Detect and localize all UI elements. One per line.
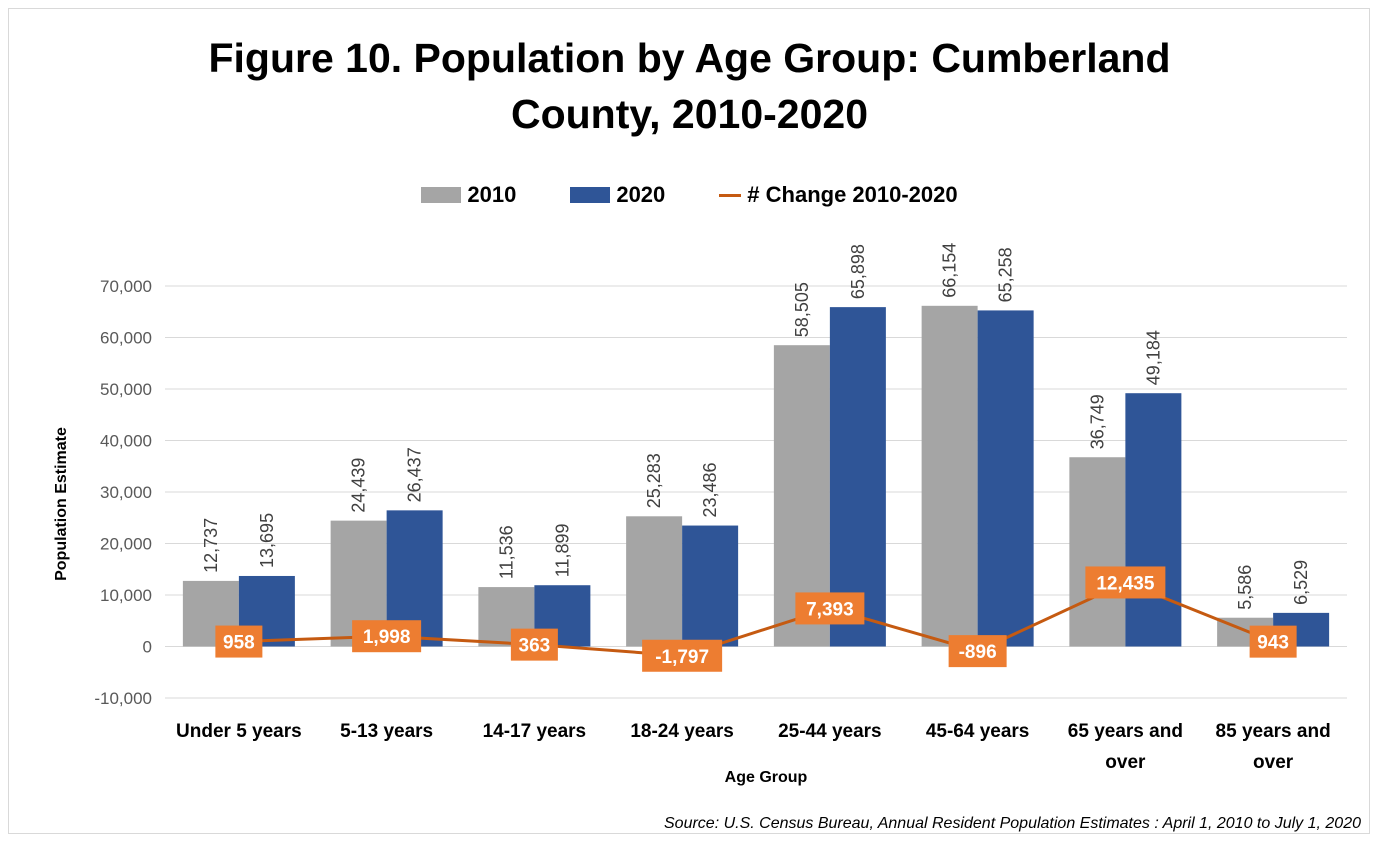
change-label: 7,393 [806, 599, 854, 620]
x-tick-label: 5-13 years [340, 721, 433, 742]
change-label-box [1249, 625, 1297, 658]
data-label-2010: 25,283 [644, 453, 664, 508]
y-tick-label: 50,000 [100, 380, 152, 399]
y-tick-label: 70,000 [100, 277, 152, 296]
change-label-box [795, 592, 865, 625]
bar-2010 [626, 516, 683, 647]
x-tick-label: 85 years and [1216, 721, 1331, 742]
bar-2020 [1125, 393, 1182, 647]
change-label-box [1085, 566, 1166, 599]
data-label-2010: 11,536 [496, 525, 516, 579]
legend-label-2010: 2010 [467, 182, 517, 207]
change-label-box [510, 628, 558, 661]
x-tick-label: Under 5 years [176, 721, 302, 742]
change-label-box [642, 639, 723, 672]
y-tick-label: 10,000 [100, 586, 152, 605]
y-tick-label: 0 [143, 638, 152, 657]
change-label-box [352, 620, 422, 653]
legend-label-change: # Change 2010-2020 [747, 182, 958, 207]
data-label-2020: 11,899 [552, 524, 572, 578]
legend-item-2010: 2010 [421, 182, 516, 208]
chart-title-line-2: County, 2010-2020 [510, 91, 868, 137]
data-label-2020: 6,529 [1291, 560, 1311, 605]
data-label-2010: 5,586 [1235, 565, 1255, 610]
data-label-2010: 66,154 [940, 243, 960, 298]
y-tick-label: -10,000 [94, 689, 152, 708]
change-label: 943 [1257, 633, 1289, 654]
x-tick-label: 18-24 years [630, 721, 734, 742]
legend-item-2020: 2020 [570, 182, 665, 208]
data-label-2020: 65,258 [996, 247, 1016, 302]
legend: 2010 2020 # Change 2010-2020 [0, 180, 1379, 210]
y-tick-label: 60,000 [100, 329, 152, 348]
x-tick-label: 25-44 years [778, 721, 882, 742]
bar-2020 [977, 310, 1034, 647]
legend-swatch-2010 [421, 187, 462, 203]
bar-2020 [829, 307, 886, 647]
change-label: 363 [519, 636, 551, 657]
x-tick-label: 45-64 years [926, 721, 1030, 742]
chart-title: Figure 10. Population by Age Group: Cumb… [0, 30, 1379, 142]
change-label: -1,797 [655, 647, 709, 668]
bar-2010 [921, 305, 978, 647]
x-tick-label: 14-17 years [483, 721, 587, 742]
change-label: 12,435 [1096, 573, 1155, 594]
change-label-box [948, 635, 1007, 668]
data-label-2010: 12,737 [201, 518, 221, 573]
source-note: Source: U.S. Census Bureau, Annual Resid… [664, 815, 1361, 832]
data-label-2020: 26,437 [405, 447, 425, 502]
change-label: 1,998 [363, 627, 411, 648]
x-axis-title: Age Group [725, 769, 808, 786]
y-tick-label: 40,000 [100, 432, 152, 451]
data-label-2020: 13,695 [257, 513, 277, 568]
y-tick-label: 20,000 [100, 535, 152, 554]
x-tick-label: 65 years and [1068, 721, 1183, 742]
legend-swatch-2020 [570, 187, 611, 203]
legend-label-2020: 2020 [616, 182, 666, 207]
data-label-2010: 24,439 [349, 458, 369, 513]
data-label-2020: 65,898 [848, 244, 868, 299]
data-label-2020: 49,184 [1143, 330, 1163, 385]
bar-2010 [1069, 457, 1126, 647]
change-label: 958 [223, 633, 255, 654]
bar-2020 [682, 525, 739, 647]
x-tick-label: over [1105, 752, 1146, 773]
data-label-2020: 23,486 [700, 462, 720, 517]
y-axis-title: Population Estimate [53, 427, 70, 581]
change-label-box [215, 625, 263, 658]
legend-swatch-change [719, 193, 742, 197]
data-label-2010: 58,505 [792, 282, 812, 337]
change-label: -896 [959, 642, 997, 663]
data-label-2010: 36,749 [1087, 394, 1107, 449]
legend-item-change: # Change 2010-2020 [719, 182, 958, 208]
x-tick-label: over [1253, 752, 1294, 773]
y-tick-label: 30,000 [100, 483, 152, 502]
chart-title-line-1: Figure 10. Population by Age Group: Cumb… [208, 35, 1171, 81]
